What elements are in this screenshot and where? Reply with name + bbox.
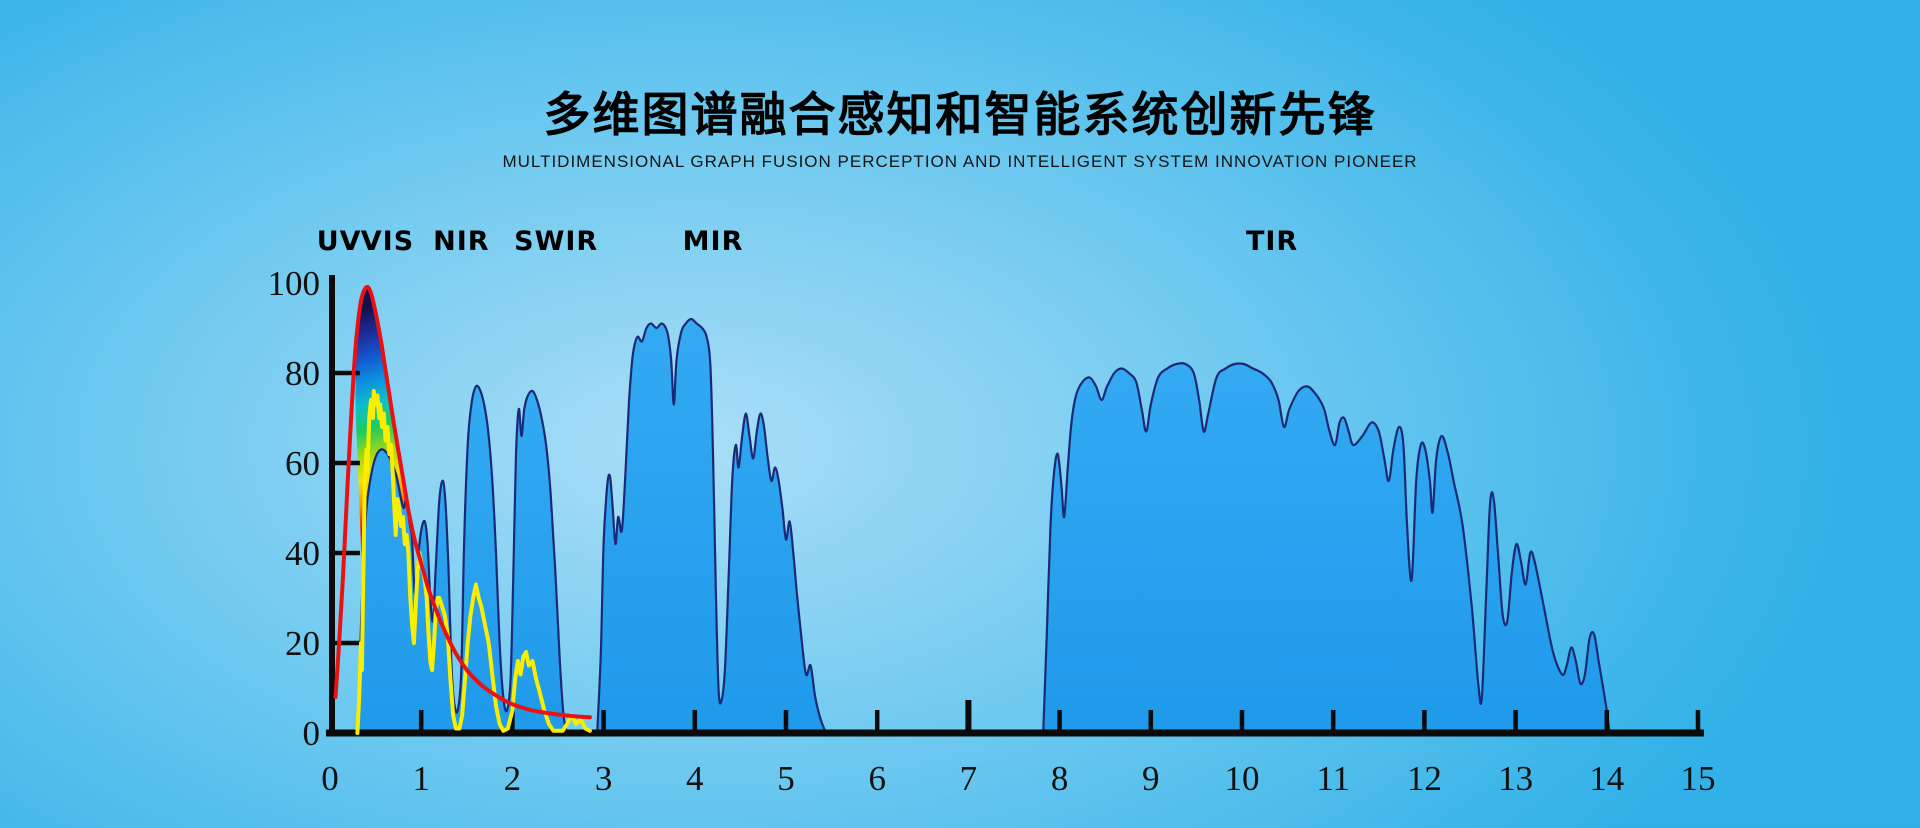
band-label-swir: SWIR [514,226,598,257]
x-tick-label: 14 [1589,759,1624,798]
band-label-tir: TIR [1246,226,1298,257]
x-tick-label: 7 [960,759,978,798]
band-label-vis: VIS [361,226,414,257]
x-tick-label: 2 [504,759,522,798]
x-tick-label: 0 [321,759,339,798]
x-tick-label: 6 [868,759,886,798]
page-title: 多维图谱融合感知和智能系统创新先锋 [543,88,1377,143]
sea-level-spectrum-path [355,389,592,735]
blackbody-envelope-line [333,284,592,720]
x-tick-label: 1 [412,759,430,798]
x-tick-label: 9 [1142,759,1160,798]
x-tick-label: 12 [1407,759,1442,798]
transmission-windows-area [356,317,1611,735]
transmission-window-lobe [1042,362,1611,735]
band-label-mir: MIR [683,226,744,257]
x-tick-label: 15 [1681,759,1716,798]
x-tick-label: 13 [1498,759,1533,798]
y-tick-label: 20 [285,624,320,663]
x-tick-label: 11 [1316,759,1350,798]
y-tick-label: 100 [268,264,321,303]
y-tick-label: 60 [285,444,320,483]
band-label-nir: NIR [433,226,489,257]
y-tick-label: 80 [285,354,320,393]
page-subtitle: MULTIDIMENSIONAL GRAPH FUSION PERCEPTION… [502,152,1418,171]
y-tick-label: 0 [303,714,321,753]
y-tick-label: 40 [285,534,320,573]
band-labels: UV VIS NIR SWIR MIR TIR [317,226,1298,257]
x-tick-label: 4 [686,759,704,798]
transmission-window-lobe [596,317,828,735]
blackbody-envelope-path [333,284,592,720]
band-label-uv: UV [317,226,362,257]
x-tick-label: 3 [595,759,613,798]
rainbow-visible-spectrum-peak [355,286,409,589]
sea-level-spectrum-line [355,389,592,735]
x-tick-label: 10 [1225,759,1260,798]
x-tick-label: 8 [1051,759,1069,798]
rainbow-peak-shape [355,286,409,589]
x-tick-label: 5 [777,759,795,798]
